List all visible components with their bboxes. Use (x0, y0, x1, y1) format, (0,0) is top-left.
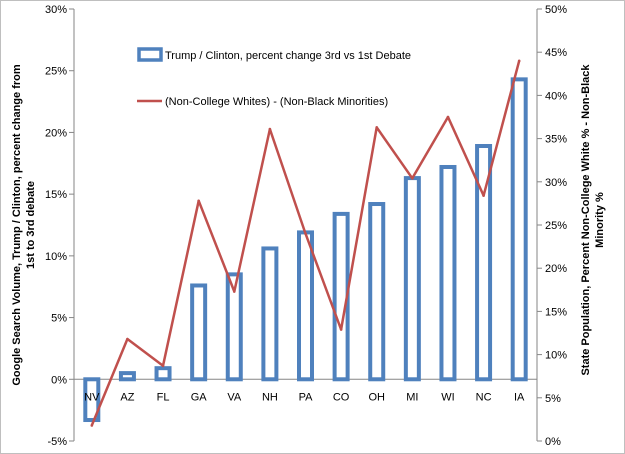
left-tick-label: 15% (45, 189, 67, 201)
category-label: FL (157, 391, 170, 403)
left-tick-label: 25% (45, 66, 67, 78)
category-label: AZ (120, 391, 134, 403)
category-label: IA (514, 391, 525, 403)
line-point-co (339, 328, 343, 331)
left-tick-label: -5% (47, 436, 67, 448)
bar-fl (154, 366, 172, 382)
bar-nc (475, 144, 493, 382)
category-label: CO (333, 391, 350, 403)
right-tick-label: 30% (545, 177, 567, 189)
category-label: MI (406, 391, 418, 403)
category-label: NV (84, 391, 100, 403)
line-point-oh (375, 126, 379, 129)
line-point-fl (161, 364, 165, 368)
line-point-pa (304, 232, 307, 235)
right-tick-label: 5% (545, 393, 561, 405)
legend-label: Trump / Clinton, percent change 3rd vs 1… (165, 50, 411, 62)
right-tick-label: 45% (545, 47, 567, 59)
left-tick-label: 20% (45, 127, 67, 139)
right-tick-label: 50% (545, 4, 567, 16)
line-point-wi (446, 115, 450, 119)
left-tick-label: 5% (51, 313, 67, 325)
line-point-nh (268, 127, 272, 131)
line-point-nc (482, 194, 485, 197)
bar-ia (510, 77, 528, 382)
category-label: WI (441, 391, 454, 403)
line-point-az (126, 337, 129, 341)
bar-az (118, 371, 136, 382)
line-point-mi (411, 177, 414, 180)
legend-label: (Non-College Whites) - (Non-Black Minori… (165, 96, 388, 108)
left-tick-label: 30% (45, 4, 67, 16)
category-label: PA (299, 391, 314, 403)
bar-oh (368, 202, 386, 382)
bar-ga (190, 283, 208, 382)
line-point-ga (197, 199, 200, 203)
right-tick-label: 0% (545, 436, 561, 448)
line-point-va (232, 290, 236, 293)
category-label: VA (227, 391, 242, 403)
line-point-nv (90, 424, 94, 427)
bar-mi (403, 176, 421, 382)
left-axis-title: Google Search Volume, Trump / Clinton, p… (11, 64, 37, 386)
category-label: NC (476, 391, 492, 403)
left-tick-label: 0% (51, 374, 67, 386)
right-axis-title: State Population, Percent Non-College Wh… (580, 64, 606, 376)
right-tick-label: 15% (545, 306, 567, 318)
right-tick-label: 20% (545, 263, 567, 275)
category-label: GA (191, 391, 208, 403)
legend-bar-swatch (137, 47, 163, 62)
left-tick-label: 10% (45, 251, 67, 263)
category-label: NH (262, 391, 278, 403)
bar-va (225, 272, 243, 382)
bar-wi (439, 164, 457, 382)
bar-nv (83, 377, 101, 423)
right-tick-label: 35% (545, 134, 567, 146)
right-tick-label: 40% (545, 90, 567, 102)
bar-nh (261, 246, 279, 382)
category-label: OH (368, 391, 385, 403)
right-tick-label: 10% (545, 350, 567, 362)
right-tick-label: 25% (545, 220, 567, 232)
bar-pa (297, 230, 314, 382)
line-point-ia (517, 59, 521, 63)
